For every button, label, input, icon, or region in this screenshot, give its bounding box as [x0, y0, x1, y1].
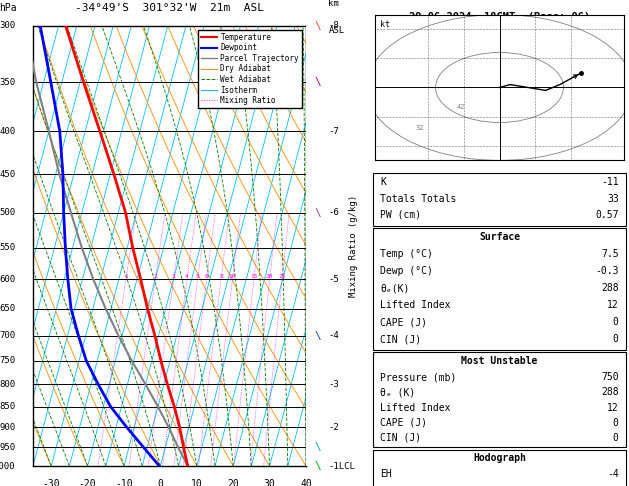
Text: 20: 20 — [227, 479, 239, 486]
Text: 29.06.2024  18GMT  (Base: 06): 29.06.2024 18GMT (Base: 06) — [409, 12, 590, 22]
Text: 750: 750 — [0, 356, 15, 365]
Text: Surface: Surface — [479, 232, 520, 243]
Text: 15: 15 — [250, 274, 258, 279]
Text: CIN (J): CIN (J) — [381, 334, 421, 344]
Text: \: \ — [314, 21, 321, 31]
Text: Pressure (mb): Pressure (mb) — [381, 372, 457, 382]
Text: 400: 400 — [0, 127, 15, 136]
Text: -4: -4 — [328, 331, 339, 340]
Legend: Temperature, Dewpoint, Parcel Trajectory, Dry Adiabat, Wet Adiabat, Isotherm, Mi: Temperature, Dewpoint, Parcel Trajectory… — [198, 30, 302, 108]
Text: 30: 30 — [264, 479, 276, 486]
Text: 25: 25 — [279, 274, 286, 279]
Text: 0: 0 — [613, 433, 619, 443]
Text: 288: 288 — [601, 283, 619, 293]
Text: 0: 0 — [613, 317, 619, 327]
Text: θₑ (K): θₑ (K) — [381, 387, 416, 398]
Text: hPa: hPa — [0, 3, 17, 13]
Text: 950: 950 — [0, 443, 15, 452]
Text: -10: -10 — [115, 479, 133, 486]
Text: 750: 750 — [601, 372, 619, 382]
Text: -4: -4 — [607, 469, 619, 480]
Text: 600: 600 — [0, 275, 15, 284]
Text: 33: 33 — [607, 193, 619, 204]
Text: Lifted Index: Lifted Index — [381, 402, 451, 413]
Text: 10: 10 — [229, 274, 237, 279]
Text: Most Unstable: Most Unstable — [461, 356, 538, 366]
Text: -6: -6 — [328, 208, 339, 217]
Text: Temp (°C): Temp (°C) — [381, 249, 433, 260]
Text: Hodograph: Hodograph — [473, 453, 526, 464]
Text: 500: 500 — [0, 208, 15, 217]
Text: 5: 5 — [196, 274, 199, 279]
Text: \: \ — [314, 208, 321, 218]
Text: Dewp (°C): Dewp (°C) — [381, 266, 433, 276]
Text: 10: 10 — [191, 479, 203, 486]
Text: 3: 3 — [172, 274, 175, 279]
Text: 4: 4 — [185, 274, 189, 279]
Text: 900: 900 — [0, 423, 15, 432]
Text: -7: -7 — [328, 127, 339, 136]
Text: CAPE (J): CAPE (J) — [381, 417, 427, 428]
Text: 0: 0 — [613, 334, 619, 344]
Bar — [372, 228, 626, 350]
Text: 800: 800 — [0, 380, 15, 389]
Text: CIN (J): CIN (J) — [381, 433, 421, 443]
Text: EH: EH — [381, 469, 392, 480]
Text: -5: -5 — [328, 275, 339, 284]
Text: 40: 40 — [300, 479, 312, 486]
Text: 7.5: 7.5 — [601, 249, 619, 260]
Bar — [372, 352, 626, 447]
Text: -11: -11 — [601, 177, 619, 188]
Text: -8: -8 — [328, 21, 339, 31]
Text: -30: -30 — [42, 479, 60, 486]
Text: 20: 20 — [266, 274, 274, 279]
Text: 2: 2 — [153, 274, 157, 279]
Text: 300: 300 — [0, 21, 15, 31]
Text: 288: 288 — [601, 387, 619, 398]
Text: 1: 1 — [124, 274, 128, 279]
Text: PW (cm): PW (cm) — [381, 210, 421, 220]
Text: Totals Totals: Totals Totals — [381, 193, 457, 204]
Text: 350: 350 — [0, 78, 15, 87]
Text: 1000: 1000 — [0, 462, 15, 470]
Text: \: \ — [314, 77, 321, 87]
Text: -34°49'S  301°32'W  21m  ASL: -34°49'S 301°32'W 21m ASL — [75, 3, 264, 13]
Bar — [372, 450, 626, 486]
Text: 0: 0 — [613, 417, 619, 428]
Text: 550: 550 — [0, 243, 15, 252]
Text: 12: 12 — [607, 402, 619, 413]
Text: -3: -3 — [328, 380, 339, 389]
Text: θₑ(K): θₑ(K) — [381, 283, 409, 293]
Text: 12: 12 — [607, 300, 619, 310]
Text: -1LCL: -1LCL — [328, 462, 355, 470]
Text: 650: 650 — [0, 304, 15, 313]
Text: -0.3: -0.3 — [595, 266, 619, 276]
Text: Mixing Ratio (g/kg): Mixing Ratio (g/kg) — [350, 195, 359, 297]
Text: \: \ — [314, 442, 321, 452]
Text: 0.57: 0.57 — [595, 210, 619, 220]
Text: \: \ — [314, 330, 321, 341]
Text: 8: 8 — [219, 274, 223, 279]
Text: \: \ — [314, 461, 321, 471]
Text: ASL: ASL — [328, 26, 345, 35]
Text: Lifted Index: Lifted Index — [381, 300, 451, 310]
Text: CAPE (J): CAPE (J) — [381, 317, 427, 327]
Text: km: km — [328, 0, 339, 8]
Text: 700: 700 — [0, 331, 15, 340]
Text: 450: 450 — [0, 170, 15, 179]
Text: 850: 850 — [0, 402, 15, 411]
Bar — [372, 173, 626, 226]
Text: 0: 0 — [157, 479, 164, 486]
Text: K: K — [381, 177, 386, 188]
Text: -2: -2 — [328, 423, 339, 432]
Text: 6: 6 — [205, 274, 208, 279]
Text: -20: -20 — [79, 479, 96, 486]
